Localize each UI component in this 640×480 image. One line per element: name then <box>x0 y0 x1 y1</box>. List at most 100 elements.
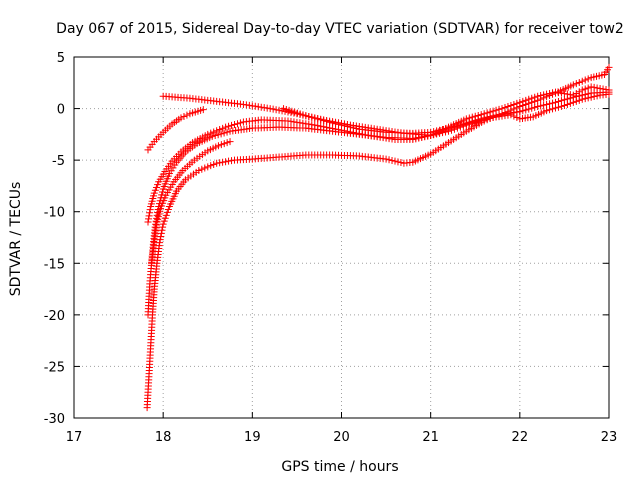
data-point <box>275 106 283 114</box>
data-point <box>308 113 316 121</box>
data-marks <box>143 63 613 412</box>
axis-ticks: 17 18 19 20 21 22 23 5 0 -5 -10 -15 -20 -25 -30 <box>44 51 618 445</box>
data-point <box>546 89 554 97</box>
data-point <box>549 89 557 97</box>
data-point <box>146 209 154 217</box>
data-point <box>584 75 592 83</box>
data-point <box>557 102 565 110</box>
data-point <box>156 239 164 247</box>
data-point <box>477 116 485 124</box>
data-point <box>578 95 586 103</box>
data-point <box>557 89 565 97</box>
data-point <box>210 160 218 168</box>
data-point <box>225 122 233 130</box>
data-point <box>427 128 435 136</box>
data-point <box>587 93 595 101</box>
data-point <box>569 98 577 106</box>
data-point <box>165 170 173 178</box>
data-point <box>546 106 554 114</box>
y-tick-label: -15 <box>44 257 65 272</box>
data-point <box>397 159 405 167</box>
data-point <box>560 101 568 109</box>
data-point <box>225 157 233 165</box>
data-point <box>531 93 539 101</box>
data-point <box>581 76 589 84</box>
data-point <box>522 106 530 114</box>
data-point <box>195 166 203 174</box>
y-tick-label: -5 <box>52 154 65 169</box>
data-point <box>326 118 334 126</box>
data-point <box>572 80 580 88</box>
data-point <box>543 100 551 108</box>
data-point <box>216 159 224 167</box>
data-point <box>158 226 166 234</box>
data-point <box>537 92 545 100</box>
data-point <box>305 113 313 121</box>
data-point <box>236 119 244 127</box>
x-tick-label: 22 <box>512 430 529 445</box>
data-point <box>552 104 559 112</box>
data-point <box>216 126 224 134</box>
data-point <box>439 126 447 134</box>
data-point <box>450 123 458 131</box>
data-point <box>549 105 557 113</box>
data-point <box>222 123 230 131</box>
data-point <box>207 162 215 170</box>
data-point <box>198 165 206 173</box>
data-point <box>433 127 441 135</box>
data-point <box>152 183 160 191</box>
data-point <box>445 124 452 132</box>
data-point <box>489 107 497 115</box>
series-track-g <box>280 90 613 137</box>
data-point <box>343 122 351 130</box>
data-point <box>214 131 222 139</box>
data-point <box>543 90 551 98</box>
data-point <box>226 138 234 146</box>
data-point <box>516 98 524 106</box>
data-point <box>144 218 152 226</box>
data-point <box>391 157 399 165</box>
data-point <box>204 130 212 138</box>
data-point <box>590 93 598 101</box>
data-point <box>388 156 396 164</box>
data-point <box>605 90 613 98</box>
data-point <box>167 167 175 175</box>
data-point <box>223 139 231 147</box>
data-point <box>217 141 225 149</box>
data-point <box>563 100 571 108</box>
data-point <box>442 125 450 133</box>
data-point <box>575 78 583 86</box>
x-tick-label: 23 <box>601 430 618 445</box>
data-point <box>340 122 348 130</box>
data-point <box>162 211 170 219</box>
data-point <box>581 95 589 103</box>
data-point <box>528 104 536 112</box>
data-point <box>311 121 319 129</box>
series-track-c <box>144 106 207 154</box>
y-tick-label: -20 <box>44 309 65 324</box>
data-point <box>486 108 494 116</box>
data-point <box>531 103 539 111</box>
data-point <box>233 120 241 128</box>
data-point <box>231 121 238 129</box>
data-point <box>436 126 444 134</box>
data-point <box>228 121 236 129</box>
data-point <box>207 129 215 137</box>
data-point <box>471 117 479 125</box>
data-point <box>501 104 509 112</box>
data-point <box>314 115 322 123</box>
data-point <box>171 161 179 169</box>
data-point <box>177 114 185 122</box>
data-point <box>593 92 601 100</box>
y-tick-label: -10 <box>44 206 65 221</box>
y-axis-title: SDTVAR / TECUs <box>8 182 24 297</box>
data-point <box>146 206 154 214</box>
x-tick-label: 17 <box>66 430 83 445</box>
data-point <box>156 236 164 244</box>
data-point <box>566 99 574 107</box>
data-point <box>507 111 515 119</box>
data-point <box>540 101 548 109</box>
data-point <box>587 83 595 91</box>
data-point <box>320 117 328 125</box>
